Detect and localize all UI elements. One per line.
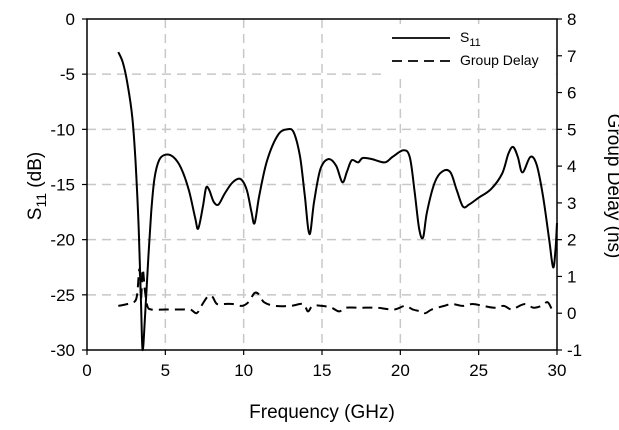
right-y-tick-label: 2 (567, 231, 576, 250)
x-tick-label: 10 (234, 361, 253, 380)
left-y-tick-label: -15 (50, 176, 75, 195)
legend-background (384, 24, 556, 76)
x-tick-label: 25 (469, 361, 488, 380)
series-line-s11 (117, 51, 558, 352)
legend-label-s11-main: S (460, 29, 469, 45)
series-group (117, 51, 558, 352)
left-y-tick-label: 0 (66, 10, 75, 29)
right-y-axis-title: Group Delay (ns) (603, 114, 619, 259)
right-y-tick-label: 6 (567, 84, 576, 103)
right-y-tick-label: 0 (567, 304, 576, 323)
legend: S11 Group Delay (384, 24, 556, 76)
left-y-axis-title-tail: (dB) (25, 152, 46, 193)
x-tick-label: 20 (391, 361, 410, 380)
left-y-tick-label: -5 (60, 65, 75, 84)
right-y-tick-label: 7 (567, 47, 576, 66)
x-tick-label: 0 (82, 361, 91, 380)
x-tick-label: 30 (548, 361, 567, 380)
left-y-tick-label: -25 (50, 286, 75, 305)
right-y-tick-label: -1 (567, 341, 582, 360)
legend-label-s11: S11 (460, 29, 481, 49)
left-y-axis-title: S11 (dB) (25, 152, 49, 220)
right-y-tick-label: 4 (567, 157, 576, 176)
legend-label-s11-sub: 11 (469, 37, 480, 49)
left-y-tick-label: -30 (50, 341, 75, 360)
right-y-tick-label: 8 (567, 10, 576, 29)
series-line-group-delay (118, 268, 558, 315)
left-y-tick-label: -20 (50, 231, 75, 250)
right-y-tick-label: 5 (567, 120, 576, 139)
left-y-axis-title-sub: 11 (33, 193, 49, 208)
x-axis-title: Frequency (GHz) (249, 402, 395, 423)
legend-label-group-delay: Group Delay (460, 52, 539, 68)
right-y-tick-label: 1 (567, 267, 576, 286)
grid (87, 19, 557, 350)
x-tick-label: 5 (161, 361, 170, 380)
ticks: 0 5 10 15 20 25 300-5-10-15-20-25-30876543210-… (50, 10, 582, 380)
left-y-axis-title-main: S (25, 208, 46, 221)
right-y-tick-label: 3 (567, 194, 576, 213)
x-tick-label: 15 (313, 361, 332, 380)
left-y-tick-label: -10 (50, 120, 75, 139)
